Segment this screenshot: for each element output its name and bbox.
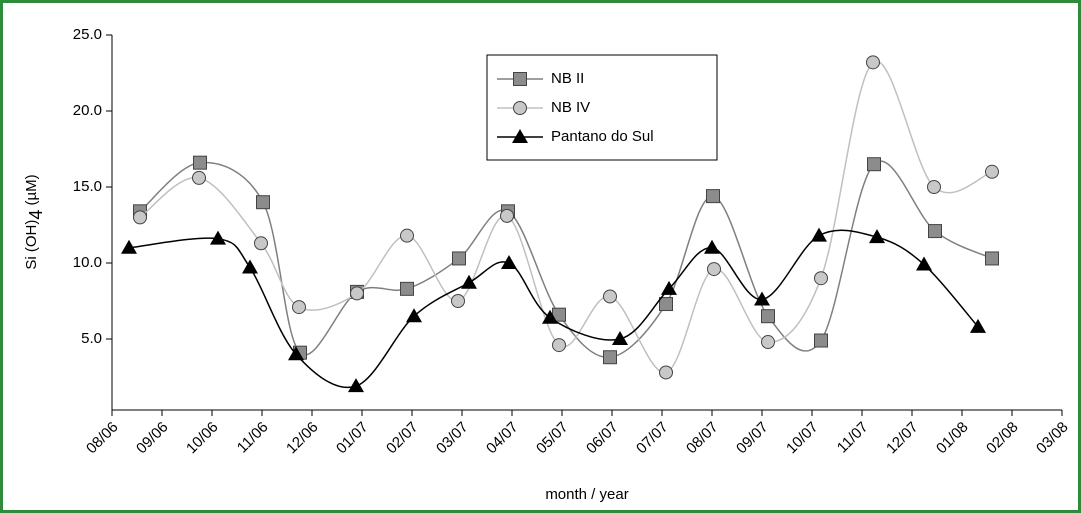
marker xyxy=(400,228,414,243)
marker xyxy=(501,255,517,269)
y-axis-label: Si (OH)4 (µM) xyxy=(23,174,46,269)
marker xyxy=(928,224,942,239)
marker xyxy=(603,350,617,365)
marker xyxy=(985,164,999,179)
marker xyxy=(867,157,881,172)
marker xyxy=(761,309,775,324)
marker xyxy=(192,170,206,185)
marker xyxy=(704,239,720,254)
marker xyxy=(866,55,880,70)
marker xyxy=(916,256,932,271)
marker xyxy=(985,251,999,266)
y-tick-label: 10.0 xyxy=(73,254,102,271)
series-line xyxy=(139,160,993,358)
marker xyxy=(970,318,986,333)
marker xyxy=(603,289,617,304)
marker xyxy=(210,230,226,245)
marker xyxy=(869,229,885,244)
marker xyxy=(707,262,721,277)
marker xyxy=(761,335,775,350)
x-axis-label: month / year xyxy=(545,486,628,503)
marker xyxy=(288,346,304,361)
marker xyxy=(193,155,207,170)
legend-marker xyxy=(513,72,527,86)
y-tick-label: 25.0 xyxy=(73,26,102,43)
legend-label: NB IV xyxy=(551,99,590,116)
marker xyxy=(292,300,306,315)
legend-marker xyxy=(513,101,527,115)
marker xyxy=(348,378,364,393)
marker xyxy=(461,274,477,289)
marker xyxy=(814,333,828,348)
y-label-part: Si (OH) xyxy=(23,220,40,270)
y-label-sub: 4 xyxy=(26,210,46,220)
marker xyxy=(406,308,422,323)
y-label-part: (µM) xyxy=(23,174,40,209)
marker xyxy=(661,280,677,295)
marker xyxy=(927,180,941,194)
marker xyxy=(121,239,137,254)
legend-label: NB II xyxy=(551,70,584,87)
marker xyxy=(659,365,673,380)
marker xyxy=(254,236,268,251)
marker xyxy=(500,208,514,223)
marker xyxy=(814,271,828,286)
marker xyxy=(242,259,258,274)
marker xyxy=(706,189,720,204)
marker xyxy=(754,291,770,306)
marker xyxy=(542,309,558,324)
marker xyxy=(659,297,673,312)
y-tick-label: 5.0 xyxy=(81,330,102,347)
legend-label: Pantano do Sul xyxy=(551,128,654,145)
legend-marker xyxy=(512,129,528,143)
marker xyxy=(256,195,270,210)
marker xyxy=(452,251,466,266)
marker xyxy=(451,294,465,308)
marker xyxy=(552,338,566,353)
y-tick-label: 15.0 xyxy=(73,178,102,195)
marker xyxy=(811,227,827,242)
marker xyxy=(350,286,364,301)
marker xyxy=(400,281,414,296)
marker xyxy=(612,331,628,345)
marker xyxy=(133,210,147,225)
y-tick-label: 20.0 xyxy=(73,102,102,119)
